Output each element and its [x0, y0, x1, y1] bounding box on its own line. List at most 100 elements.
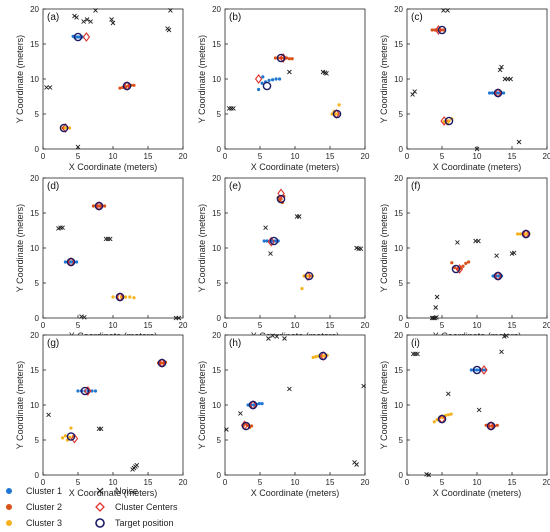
target-position — [472, 365, 482, 375]
y-tick-label: 10 — [212, 75, 221, 84]
cluster1-point — [488, 91, 492, 95]
noise-point — [263, 225, 268, 231]
cluster3-point — [111, 295, 115, 299]
cluster1-point — [257, 87, 261, 92]
y-tick-label: 15 — [212, 209, 221, 218]
cluster3-point — [516, 232, 520, 236]
cluster3-point — [63, 434, 67, 438]
x-tick-label: 15 — [326, 152, 335, 161]
x-tick-label: 0 — [223, 321, 228, 330]
noise-point — [266, 336, 271, 341]
y-tick-label: 15 — [30, 366, 39, 375]
cluster1-point — [69, 260, 73, 264]
y-tick-label: 0 — [399, 145, 404, 154]
noise-point — [60, 225, 65, 231]
noise-point — [231, 106, 236, 111]
noise-point — [434, 314, 439, 320]
noise-point — [274, 334, 280, 339]
y-axis-label: Y Coordinate (meters) — [15, 35, 25, 123]
cluster3-point — [128, 295, 132, 299]
y-tick-label: 20 — [30, 174, 39, 183]
plot-frame — [42, 334, 184, 476]
cluster1-point — [76, 389, 80, 393]
cluster1-point — [497, 274, 501, 278]
cluster2-point — [430, 28, 434, 32]
noise-point — [354, 462, 359, 467]
y-tick-label: 20 — [212, 174, 221, 183]
y-tick-label: 0 — [35, 145, 40, 154]
cluster1-point — [257, 402, 261, 406]
noise-point — [445, 8, 450, 13]
panel-label: (i) — [411, 338, 420, 349]
cluster3-point — [524, 232, 528, 236]
cluster1-point — [496, 91, 500, 95]
panel-label: (c) — [411, 12, 423, 23]
noise-point — [296, 214, 302, 219]
cluster-center — [70, 433, 79, 444]
noise-point — [282, 336, 287, 341]
cluster1-point — [278, 77, 282, 81]
y-tick-label: 20 — [212, 5, 221, 14]
target-position — [66, 257, 76, 267]
x-tick-label: 0 — [405, 321, 410, 330]
plot-frame — [224, 177, 366, 319]
cluster2-point — [450, 261, 454, 265]
cluster2-point — [273, 56, 277, 60]
cluster1-point — [93, 389, 98, 393]
y-tick-label: 5 — [35, 436, 40, 445]
panel-a: 0 5 10 15 20 0 5 10 15 20 X Coordinate (meters) Y C… — [15, 5, 188, 172]
x-tick-label: 0 — [223, 478, 228, 487]
cluster-center — [480, 365, 488, 375]
noise-point — [88, 19, 93, 24]
noise-point — [72, 13, 77, 19]
noise-point — [494, 253, 499, 259]
target-position — [73, 32, 83, 42]
cluster-center — [277, 188, 285, 199]
cluster3-point — [447, 119, 451, 123]
cluster2-point — [495, 423, 499, 427]
panel-i: 0 5 10 15 20 0 5 10 15 20 X Coordinate (meters) Y C… — [379, 331, 550, 498]
noise-point — [107, 236, 113, 242]
noise-point — [441, 8, 446, 13]
noise-point — [287, 386, 292, 392]
target-position — [157, 358, 167, 368]
noise-point — [504, 333, 509, 339]
noise-point — [324, 71, 329, 76]
y-tick-label: 5 — [399, 110, 404, 119]
noise-point — [134, 462, 140, 468]
cluster-center — [84, 386, 92, 396]
y-tick-label: 0 — [399, 314, 404, 323]
noise-point — [412, 89, 418, 94]
noise-point — [508, 76, 513, 82]
cluster2-point — [287, 57, 291, 61]
x-tick-label: 5 — [76, 152, 81, 161]
y-tick-label: 15 — [212, 40, 221, 49]
x-tick-label: 20 — [361, 152, 370, 161]
cluster2-point — [461, 264, 465, 268]
y-axis-label: Y Coordinate (meters) — [15, 204, 25, 292]
y-axis-label: Y Coordinate (meters) — [197, 35, 207, 123]
noise-point — [415, 351, 420, 357]
y-axis-label: Y Coordinate (meters) — [197, 361, 207, 449]
target-position — [437, 414, 447, 424]
cluster3-point — [446, 413, 450, 417]
y-tick-label: 20 — [212, 331, 221, 340]
cluster1-point — [262, 239, 266, 243]
cluster3-point — [311, 355, 315, 359]
noise-point — [361, 383, 366, 389]
panel-label: (d) — [47, 181, 59, 192]
noise-point — [516, 139, 522, 145]
noise-point — [46, 412, 51, 418]
y-tick-label: 5 — [217, 436, 222, 445]
noise-point — [268, 251, 273, 256]
x-tick-label: 10 — [109, 321, 118, 330]
panel-label: (e) — [229, 181, 241, 192]
cluster1-point — [90, 389, 94, 393]
x-tick-label: 5 — [76, 478, 81, 487]
cluster1-point — [502, 91, 506, 95]
y-tick-label: 20 — [394, 174, 403, 183]
cluster2-point — [467, 260, 471, 264]
x-axis-label: X Coordinate (meters) — [69, 162, 158, 172]
x-tick-label: 5 — [440, 478, 445, 487]
